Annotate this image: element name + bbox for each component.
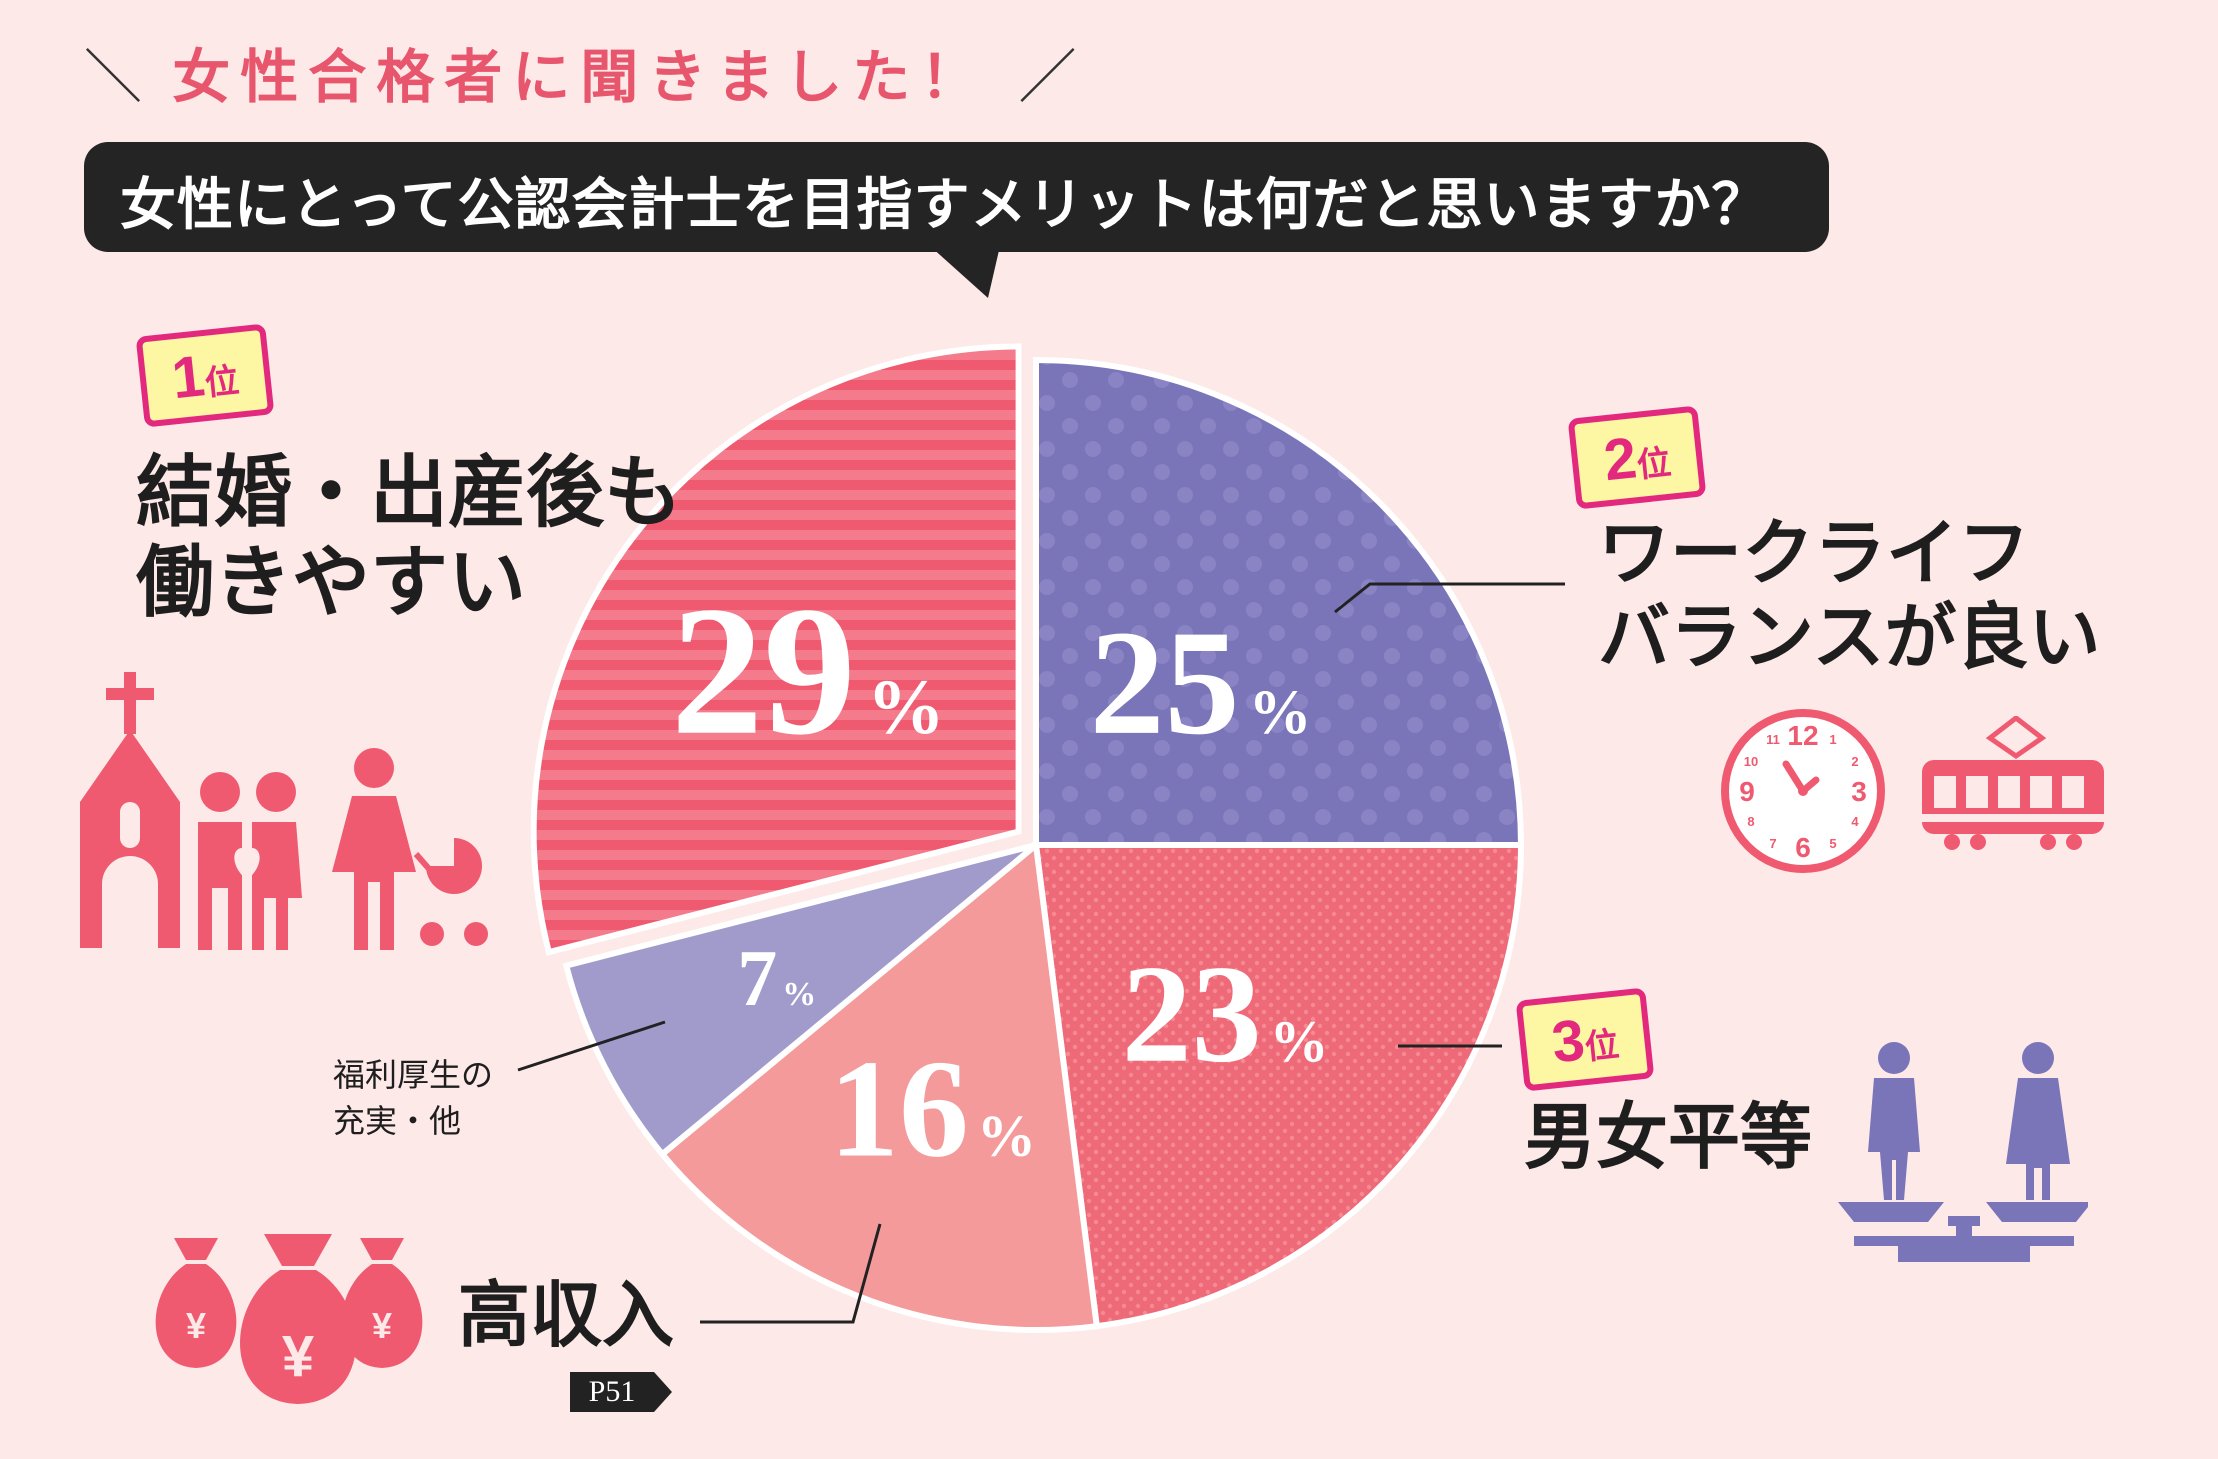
pie-slice [530, 343, 1022, 956]
yen-center: ¥ [282, 1324, 314, 1389]
rank-1-label-line2: 働きやすい [136, 538, 527, 629]
header-slash-right: ／ [1018, 43, 1077, 111]
clock-number: 11 [1766, 732, 1780, 747]
pie-value-label: 29% [671, 569, 945, 774]
pie-value-label: 23% [1122, 937, 1329, 1092]
welfare-label-line2: 充実・他 [333, 1102, 462, 1141]
rank-3-suffix: 位 [1583, 1025, 1621, 1067]
rank-1-label-line1: 結婚・出産後も [136, 448, 683, 538]
clock-number: 2 [1851, 754, 1858, 769]
question-text: 女性にとって公認会計士を目指すメリットは何だと思いますか？ [120, 173, 1769, 238]
header-title: ＼ 女性合格者に聞きました！ ／ [84, 30, 1076, 114]
clock-icon: 12 12 3 45 6 78 9 10 11 [1721, 709, 1885, 873]
rank-2-label-line2: バランスが良い [1598, 594, 2101, 679]
rank-2-label: ワークライフ バランスが良い [1598, 511, 2101, 679]
welfare-label-line1: 福利厚生の [333, 1056, 494, 1094]
clock-number: 7 [1769, 836, 1776, 851]
rank-2-label-line1: ワークライフ [1598, 511, 2031, 595]
mother-stroller-icon [332, 748, 488, 950]
leader-line-2 [1334, 582, 1565, 614]
clock-number: 4 [1851, 814, 1859, 829]
yen-right: ¥ [372, 1305, 392, 1346]
yen-left: ¥ [186, 1305, 206, 1346]
pie-value-label: 7% [737, 935, 816, 1023]
page-reference-arrow [654, 1372, 672, 1412]
pie-value-label: 25% [1090, 600, 1312, 766]
church-icon [80, 672, 180, 948]
train-icon [1922, 716, 2104, 850]
welfare-label: 福利厚生の 充実・他 [333, 1052, 493, 1145]
couple-icon [198, 772, 302, 950]
clock-number: 3 [1851, 776, 1867, 807]
header-slash-left: ＼ [84, 43, 143, 111]
leader-line-welfare [517, 1020, 666, 1072]
pie-value-label: 16% [829, 1032, 1036, 1187]
page-reference: P51 [570, 1372, 654, 1412]
rank-1-label: 結婚・出産後も 働きやすい [136, 448, 682, 629]
money-bags-icon: ¥ ¥ ¥ [155, 1234, 423, 1404]
rank-badge-3: 3位 [1515, 987, 1655, 1092]
rank-3-label: 男女平等 [1524, 1095, 1813, 1179]
rank-badge-2: 2位 [1567, 405, 1707, 510]
rank-1-suffix: 位 [203, 361, 241, 403]
high-income-label: 高収入 [458, 1273, 675, 1357]
bubble-tail [930, 246, 1000, 298]
clock-number: 12 [1787, 720, 1818, 751]
clock-number: 5 [1829, 836, 1836, 851]
clock-number: 8 [1747, 814, 1754, 829]
pie-slice [562, 842, 1038, 1159]
pie-slice [1032, 842, 1525, 1330]
pie-slice [1033, 356, 1525, 848]
balance-scale-icon [1838, 1042, 2088, 1262]
question-bubble [84, 142, 1829, 252]
header-text: 女性合格者に聞きました！ [172, 43, 989, 111]
clock-number: 9 [1739, 776, 1755, 807]
rank-2-number: 2 [1600, 425, 1640, 494]
rank-2-suffix: 位 [1635, 443, 1673, 485]
rank-3-number: 3 [1548, 1007, 1588, 1076]
clock-number: 6 [1795, 832, 1811, 863]
rank-1-number: 1 [168, 343, 208, 412]
clock-number: 1 [1829, 732, 1836, 747]
leader-line-income [700, 1223, 882, 1324]
rank-badge-1: 1位 [135, 323, 275, 428]
pie-slice [658, 839, 1101, 1333]
clock-number: 10 [1744, 754, 1758, 769]
